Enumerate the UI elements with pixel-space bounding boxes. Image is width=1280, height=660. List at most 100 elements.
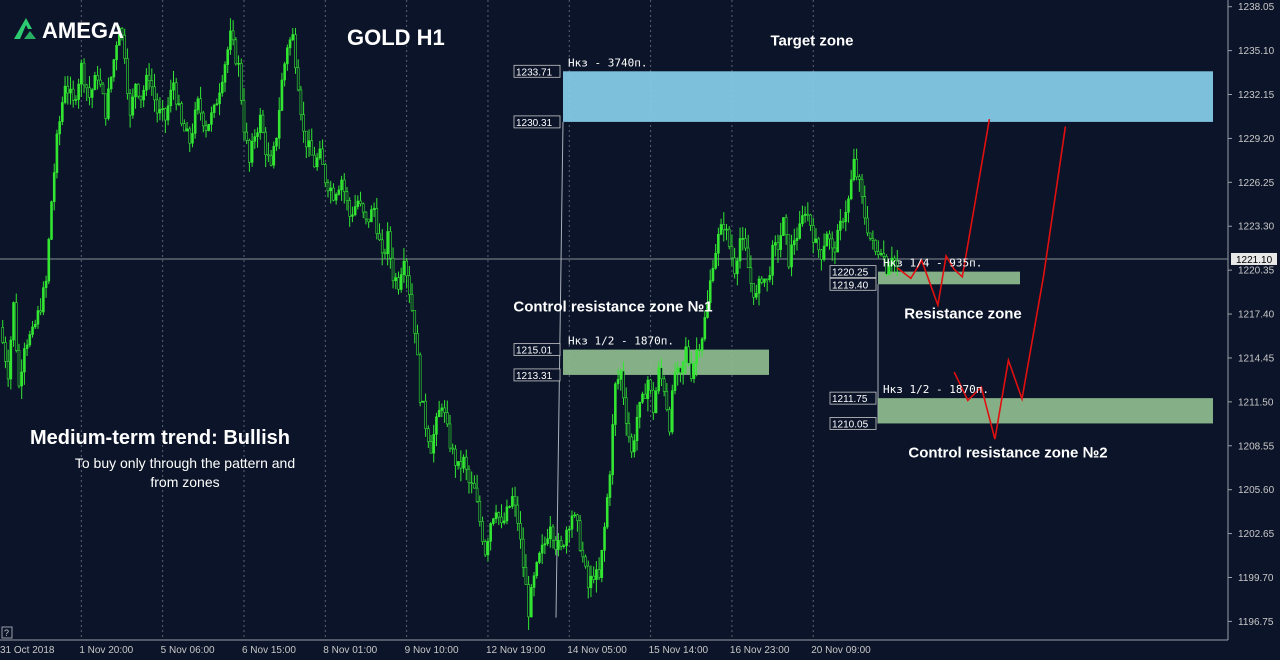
candle-body — [895, 259, 899, 267]
brand-name: AMEGA — [42, 18, 124, 43]
candle-body — [267, 154, 270, 157]
zone-price-label: 1210.05 — [832, 419, 869, 430]
candle-body — [866, 217, 869, 234]
candle-body — [20, 371, 23, 387]
zone-price-box — [513, 368, 561, 382]
candle-body — [890, 257, 894, 266]
candle-body — [131, 96, 135, 116]
candle-body — [174, 82, 178, 105]
zone-price-box — [513, 343, 561, 357]
candle-body — [253, 136, 257, 142]
candle-body — [359, 200, 362, 205]
candle-body — [730, 245, 734, 259]
candle-body — [486, 540, 490, 556]
candle-body — [790, 244, 793, 268]
zone-note-target: Нкз - 3740п. — [568, 56, 647, 69]
candle-body — [96, 75, 99, 81]
candle-body — [42, 287, 45, 313]
candle-body — [565, 529, 568, 546]
candle-body — [641, 393, 644, 403]
candle-body — [188, 128, 192, 144]
candle-body — [711, 267, 715, 281]
candle-body — [719, 224, 723, 235]
x-tick-label: 1 Nov 20:00 — [79, 645, 133, 656]
candle-body — [830, 238, 834, 249]
x-tick-label: 5 Nov 06:00 — [161, 645, 215, 656]
candle-body — [117, 27, 121, 46]
candle-body — [792, 240, 796, 246]
candle-body — [578, 520, 582, 551]
candle-body — [375, 208, 379, 234]
candle-body — [879, 253, 883, 255]
candle-body — [6, 361, 10, 380]
candle-body — [773, 242, 777, 246]
candle-body — [313, 154, 316, 168]
candle-body — [418, 354, 422, 403]
candle-body — [500, 516, 503, 524]
candle-body — [863, 196, 867, 219]
zone-price-label: 1233.71 — [516, 67, 553, 78]
candle-body — [402, 260, 406, 275]
candle-body — [795, 238, 799, 241]
candle-body — [50, 201, 53, 240]
candle-body — [844, 211, 848, 222]
candle-body — [839, 220, 842, 231]
candle-body — [540, 544, 544, 554]
candle-body — [481, 521, 484, 542]
candle-body — [855, 158, 858, 178]
candle-body — [356, 200, 360, 207]
candle-body — [258, 114, 262, 133]
candle-body — [193, 109, 197, 134]
candle-body — [437, 410, 441, 418]
candle-body — [294, 34, 297, 69]
candle-body — [817, 238, 820, 251]
candle-body — [692, 363, 696, 379]
zones-layer — [563, 71, 1213, 424]
candle-body — [630, 436, 633, 453]
candle-body — [462, 456, 465, 469]
candle-body — [408, 275, 411, 295]
candle-body — [725, 228, 728, 231]
candle-body — [833, 247, 837, 253]
candle-body — [768, 275, 772, 280]
candle-body — [646, 379, 650, 399]
candle-body — [315, 157, 319, 168]
candle-body — [112, 59, 116, 78]
zone-price-label: 1219.40 — [832, 280, 869, 291]
candle-body — [150, 80, 154, 88]
candle-body — [218, 92, 221, 105]
zone-control-2 — [878, 398, 1213, 424]
candle-body — [443, 407, 446, 413]
candle-body — [608, 474, 612, 498]
candle-body — [256, 132, 259, 137]
candle-body — [109, 76, 113, 90]
candle-body — [177, 103, 181, 105]
candle-body — [142, 89, 145, 101]
candle-body — [714, 252, 717, 269]
candle-body — [497, 512, 501, 518]
help-button[interactable] — [1, 626, 13, 639]
candle-body — [546, 538, 549, 545]
candle-body — [283, 63, 286, 81]
zone-title-resistance: Resistance zone — [904, 305, 1022, 322]
candle-body — [665, 391, 669, 410]
candle-body — [703, 317, 707, 340]
candle-body — [589, 575, 593, 589]
zone-resistance — [878, 271, 1020, 285]
candle-body — [771, 244, 774, 276]
y-tick-label: 1208.55 — [1238, 441, 1275, 452]
candle-body — [874, 239, 877, 252]
candle-body — [882, 253, 886, 257]
candle-body — [107, 88, 110, 119]
candle-body — [71, 88, 75, 101]
candle-body — [871, 238, 875, 241]
candle-body — [28, 334, 32, 346]
candle-body — [616, 379, 620, 385]
y-tick-label: 1232.15 — [1238, 90, 1275, 101]
candle-body — [82, 62, 86, 86]
candle-body — [635, 416, 639, 442]
zone-price-label: 1213.31 — [516, 371, 553, 382]
candle-body — [757, 278, 761, 294]
zone-title-control-1: Control resistance zone №1 — [513, 299, 712, 316]
